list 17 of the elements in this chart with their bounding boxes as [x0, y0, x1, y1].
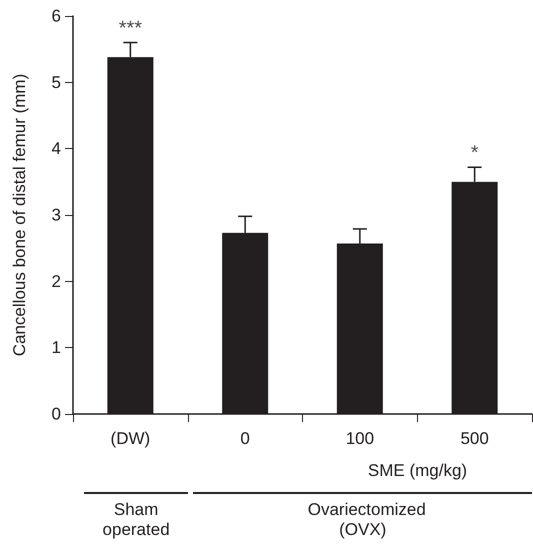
x-tick-label: 500 [460, 429, 489, 448]
annotation: *** [118, 18, 142, 40]
x-tick-label: 0 [240, 429, 250, 448]
y-tick-label: 6 [52, 6, 61, 26]
y-tick-label: 4 [52, 139, 61, 158]
y-tick-label: 5 [52, 72, 61, 92]
y-tick-label: 1 [52, 338, 61, 358]
y-tick-label: 3 [52, 206, 61, 224]
text: Ovariectomized (OVX) [306, 500, 427, 540]
x-tick-label: 100 [346, 429, 374, 448]
x-axis-title: SME (mg/kg) [368, 461, 468, 480]
x-tick-label: (DW) [110, 429, 150, 448]
y-tick-label: 2 [52, 272, 61, 291]
y-tick-label: 0 [52, 404, 61, 424]
text: Sham operated [102, 500, 171, 540]
annotation: * [470, 142, 479, 164]
y-axis-title: Cancellous bone of distal femur (mm) [10, 74, 29, 356]
